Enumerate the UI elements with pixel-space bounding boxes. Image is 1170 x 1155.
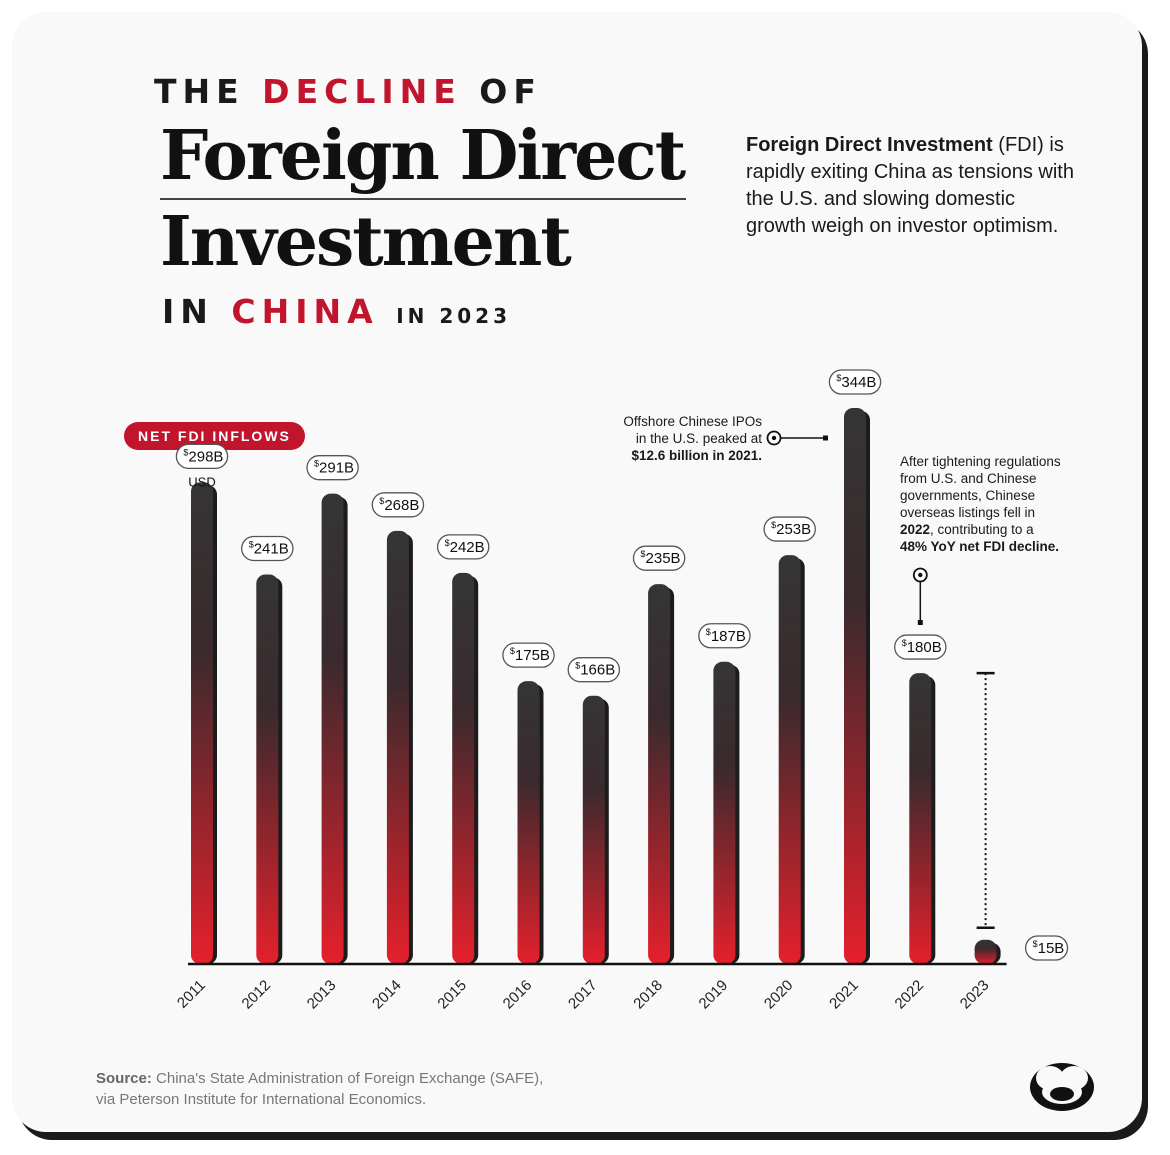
x-tick-label: 2013 [304,977,340,1013]
x-tick-label: 2023 [957,977,993,1013]
value-label: $291B [314,459,354,477]
infographic-card: THE DECLINE OF Foreign Direct Investment… [12,12,1142,1132]
value-label: $298B [183,447,223,465]
value-label-box [632,545,686,571]
value-label-box [436,534,490,560]
reg-note-line: 2022, contributing to a [900,521,1120,538]
x-tick-label: 2020 [761,977,797,1013]
ipo-marker-dot [771,435,777,441]
reg-note-line: 48% YoY net FDI decline. [900,539,1060,554]
tail-post: IN 2023 [396,304,511,328]
bar [321,493,344,964]
value-label-box [175,443,229,469]
value-label: $166B [575,661,615,679]
value-label: $268B [379,496,419,514]
reg-connector-end [917,620,923,625]
bar [191,482,213,964]
source-text-1: China's State Administration of Foreign … [156,1070,544,1087]
ipo-connector-end [823,435,828,441]
value-label: $253B [771,520,811,538]
x-tick-label: 2014 [369,977,405,1013]
tail-accent: CHINA [231,292,379,331]
reg-note-line: overseas listings fell in [900,505,1036,520]
value-label: $187B [706,627,746,645]
ipo-note-line: Offshore Chinese IPOs [623,414,762,429]
x-tick-label: 2016 [500,977,536,1013]
annotations-group: $298B USD $241B $291B $268B $242B $175B $166B $2… [175,369,1069,961]
bar [256,574,279,964]
unit-label: USD [188,474,215,489]
value-label: $235B [641,549,681,567]
bar [648,584,671,964]
x-tick-label: 2022 [892,977,928,1013]
ipo-note-line: in the U.S. peaked at [635,431,762,446]
x-tick-label: 2017 [565,977,601,1013]
x-tick-label: 2011 [174,977,209,1012]
reg-note-rest: , contributing to a [930,522,1034,537]
value-label: $344B [836,373,876,391]
reg-marker-dot [918,572,923,578]
tail-pre: IN [162,292,214,331]
source-line-1: Source: China's State Administration of … [96,1068,543,1089]
kicker: THE DECLINE OF [154,72,542,111]
value-label-box [763,516,816,542]
source-line-2: via Peterson Institute for International… [96,1091,427,1108]
value-label-box [828,369,882,395]
value-label: $241B [249,539,289,557]
bar [582,695,605,964]
value-label-box [306,455,359,481]
value-label: $15B [1033,939,1065,957]
bar [517,681,540,964]
bar [778,555,801,964]
bar-chart: 2011 2012 2013 2014 2015 2016 2017 2018 2019 2020… [174,369,1069,1012]
bar [452,572,475,964]
bars-group: 2011 2012 2013 2014 2015 2016 2017 2018 2019 2020… [174,408,1007,1012]
title-line-1: Foreign Direct [160,116,686,196]
value-label-box [241,535,294,562]
x-tick-label: 2015 [434,977,470,1013]
source-label: Source: [96,1070,152,1087]
value-label-box [1024,935,1069,961]
intro-text: Foreign Direct Investment (FDI) is rapid… [746,132,1076,240]
value-label-box [698,623,751,649]
value-label: $180B [902,638,942,656]
intro-bold: Foreign Direct Investment [746,134,993,156]
bar [909,673,932,964]
x-tick-label: 2018 [630,977,666,1013]
reg-note-line: from U.S. and Chinese [900,471,1037,486]
kicker-pre: THE [154,72,245,111]
value-label: $242B [445,538,485,556]
regulation-note: After tightening regulations from U.S. a… [900,453,1120,555]
value-label: $175B [510,646,550,664]
value-label-box [567,657,621,683]
source-note: Source: China's State Administration of … [96,1068,543,1110]
reg-note-line: governments, Chinese [900,488,1036,503]
bar [844,408,866,964]
value-label-box [502,642,555,668]
reg-note-year: 2022 [900,522,931,537]
kicker-post: OF [479,72,542,111]
bar [713,661,736,964]
kicker-accent: DECLINE [262,72,462,111]
value-label-box [371,492,425,518]
value-label-box [894,634,947,660]
x-tick-label: 2012 [239,977,275,1013]
bar [974,939,997,964]
intro-rest: (FDI) is rapidly exiting China as tensio… [746,134,1074,237]
bar [386,530,409,964]
title-divider [160,198,686,200]
title-line-2: Investment [160,202,572,282]
x-tick-label: 2019 [696,977,732,1013]
brand-logo [1030,1063,1094,1111]
ipo-note: Offshore Chinese IPOs in the U.S. peaked… [572,413,762,464]
ipo-note-line: $12.6 billion in 2021. [631,448,762,463]
reg-note-line: After tightening regulations [900,454,1061,469]
title-tail: IN CHINA IN 2023 [162,292,511,331]
x-tick-label: 2021 [826,977,862,1013]
